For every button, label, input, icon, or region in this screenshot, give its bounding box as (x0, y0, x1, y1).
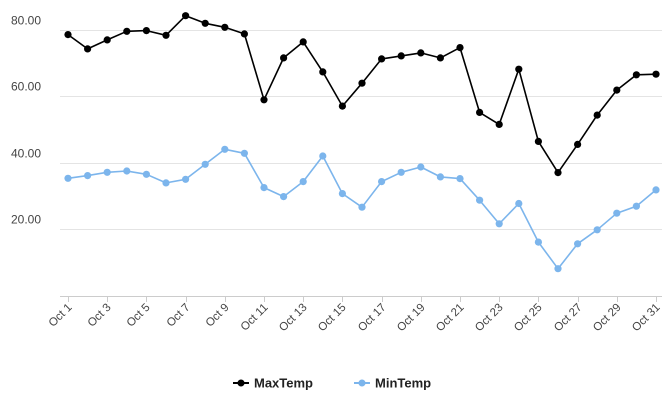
data-point-maxtemp (417, 49, 425, 57)
series-line-maxtemp (67, 14, 657, 174)
x-tick-label: Oct 13 (277, 302, 309, 334)
data-point-maxtemp (436, 54, 444, 62)
data-point-mintemp (554, 265, 562, 273)
data-point-mintemp (84, 172, 92, 180)
data-point-maxtemp (201, 19, 209, 27)
data-point-maxtemp (64, 30, 72, 39)
data-point-maxtemp (495, 120, 503, 128)
x-tick-label: Oct 7 (165, 302, 193, 330)
data-point-mintemp (358, 203, 366, 211)
data-point-mintemp (260, 184, 268, 192)
legend-marker-dot-mintemp (358, 379, 366, 387)
data-point-mintemp (299, 178, 307, 186)
data-point-mintemp (123, 167, 131, 175)
data-point-maxtemp (378, 55, 386, 63)
data-point-mintemp (319, 152, 327, 160)
data-point-mintemp (436, 173, 444, 181)
data-point-maxtemp (652, 70, 660, 78)
data-point-mintemp (574, 240, 582, 248)
data-point-maxtemp (280, 54, 288, 62)
data-point-mintemp (632, 202, 641, 210)
data-point-maxtemp (613, 86, 621, 94)
data-point-maxtemp (515, 65, 523, 73)
data-point-maxtemp (260, 96, 268, 104)
x-axis: Oct 1 Oct 3 Oct 5 Oct 7 Oct 9 Oct 11 Oct 13 Oct… (47, 296, 662, 334)
data-point-mintemp (534, 238, 543, 246)
y-axis: 20.00 40.00 60.00 80.00 (11, 14, 41, 227)
x-tick-label: Oct 21 (434, 302, 466, 334)
data-point-maxtemp (162, 31, 170, 39)
x-tick-label: Oct 11 (239, 302, 271, 334)
legend-label-mintemp: MinTemp (375, 376, 431, 391)
data-point-mintemp (515, 199, 523, 208)
data-point-mintemp (142, 170, 150, 178)
data-point-maxtemp (221, 23, 229, 31)
y-tick-label: 40.00 (11, 147, 41, 161)
plot-area (64, 12, 660, 273)
legend: MaxTemp MinTemp (233, 376, 431, 391)
data-point-mintemp (280, 193, 288, 201)
x-tick-label: Oct 25 (512, 302, 544, 334)
data-point-mintemp (240, 149, 248, 157)
data-point-maxtemp (103, 36, 111, 44)
data-point-maxtemp (123, 27, 131, 35)
data-point-mintemp (495, 220, 503, 228)
data-point-maxtemp (319, 68, 327, 76)
grid-lines (60, 30, 662, 230)
data-point-maxtemp (299, 38, 307, 46)
x-tick-label: Oct 15 (316, 302, 348, 334)
data-point-mintemp (456, 175, 464, 183)
y-tick-label: 60.00 (11, 80, 41, 94)
x-tick-label: Oct 17 (356, 302, 388, 334)
data-point-mintemp (182, 175, 190, 183)
x-tick-label: Oct 3 (86, 302, 114, 330)
data-point-mintemp (593, 226, 601, 234)
data-point-maxtemp (534, 137, 543, 145)
data-point-mintemp (652, 186, 660, 194)
legend-marker-dot-maxtemp (237, 379, 245, 387)
data-point-mintemp (64, 174, 72, 182)
data-point-maxtemp (182, 12, 190, 20)
y-tick-label: 20.00 (11, 213, 41, 227)
data-point-maxtemp (456, 44, 464, 52)
data-point-mintemp (162, 179, 170, 187)
data-point-maxtemp (358, 79, 366, 87)
data-point-maxtemp (142, 27, 150, 35)
x-tick-label: Oct 9 (204, 302, 232, 330)
data-point-maxtemp (632, 71, 641, 79)
data-point-maxtemp (338, 102, 346, 110)
data-point-maxtemp (397, 52, 405, 60)
data-point-maxtemp (574, 140, 582, 148)
data-point-mintemp (378, 178, 386, 186)
data-point-mintemp (417, 163, 425, 171)
y-tick-label: 80.00 (11, 14, 41, 28)
data-point-mintemp (221, 145, 229, 153)
data-point-maxtemp (554, 169, 562, 177)
data-point-mintemp (201, 160, 209, 168)
legend-label-maxtemp: MaxTemp (254, 376, 313, 391)
x-tick-label: Oct 5 (125, 302, 153, 330)
data-point-maxtemp (476, 108, 484, 116)
data-point-maxtemp (593, 111, 601, 119)
data-point-mintemp (397, 168, 405, 176)
data-point-maxtemp (84, 45, 92, 53)
x-tick-label: Oct 31 (630, 302, 662, 334)
data-point-mintemp (103, 168, 111, 176)
data-point-mintemp (613, 209, 621, 217)
data-point-mintemp (476, 196, 484, 204)
x-tick-label: Oct 19 (395, 302, 427, 334)
legend-item-mintemp[interactable]: MinTemp (354, 376, 431, 391)
data-point-mintemp (338, 190, 346, 198)
x-tick-label: Oct 23 (473, 302, 505, 334)
data-point-maxtemp (240, 30, 248, 38)
x-tick-label: Oct 27 (552, 302, 584, 334)
legend-item-maxtemp[interactable]: MaxTemp (233, 376, 313, 391)
x-tick-label: Oct 29 (591, 302, 623, 334)
x-tick-label: Oct 1 (47, 302, 75, 330)
